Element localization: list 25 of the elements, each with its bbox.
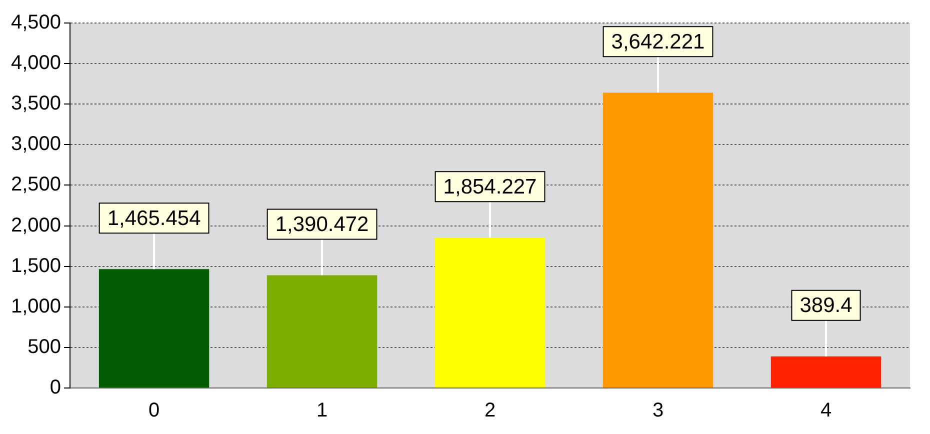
bar [266, 275, 378, 388]
data-label: 3,642.221 [611, 30, 705, 54]
y-tick-label: 1,500 [10, 254, 62, 277]
data-label: 1,390.472 [275, 213, 369, 236]
x-tick-label: 0 [148, 400, 160, 422]
y-tick-label: 4,000 [10, 52, 62, 74]
y-tick-label: 2,500 [10, 174, 62, 196]
bar [770, 356, 882, 388]
y-tick-label: 4,500 [10, 12, 62, 34]
x-tick-label: 2 [484, 400, 496, 422]
y-tick-label: 3,000 [10, 133, 62, 156]
y-tick-label: 3,500 [10, 92, 62, 115]
x-tick-label: 3 [652, 400, 664, 422]
y-tick-label: 1,000 [10, 295, 62, 318]
data-label: 389.4 [800, 294, 853, 318]
y-tick-label: 0 [50, 376, 62, 399]
bar [602, 92, 714, 388]
y-tick-label: 2,000 [10, 214, 62, 236]
bar [98, 269, 210, 388]
x-tick-label: 4 [820, 400, 832, 422]
y-tick-label: 500 [28, 336, 62, 358]
data-label: 1,465.454 [107, 206, 202, 230]
data-label: 1,854.227 [443, 175, 537, 198]
bar [434, 238, 546, 388]
x-tick-label: 1 [316, 400, 328, 422]
